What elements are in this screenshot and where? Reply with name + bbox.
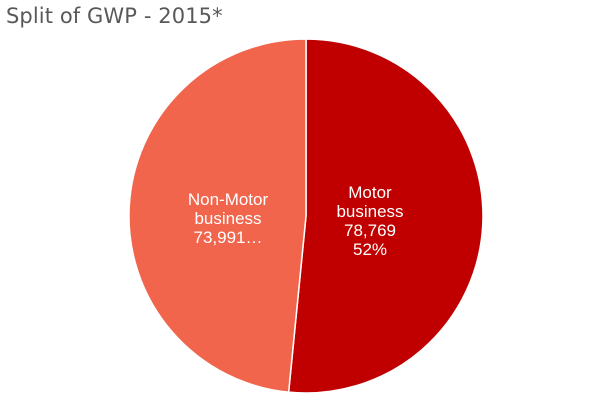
chart-title: Split of GWP - 2015* xyxy=(6,4,223,28)
pie-slice-motor-business xyxy=(287,38,484,394)
slice-label-line: Non-Motor xyxy=(188,190,269,209)
slice-label-line: business xyxy=(194,209,261,228)
slice-label-line: Motor xyxy=(348,183,392,202)
slice-label-line: 52% xyxy=(353,240,387,259)
slice-label-line: business xyxy=(336,202,403,221)
slice-label-line: 73,991… xyxy=(194,228,263,247)
slice-label-non-motor-business: Non-Motor business 73,991… xyxy=(188,190,269,247)
pie-slices xyxy=(128,38,484,394)
pie-labels: Motor business 78,769 52%Non-Motor business 7… xyxy=(188,183,404,259)
slice-label-motor-business: Motor business 78,769 52% xyxy=(336,183,403,259)
slice-label-line: 78,769 xyxy=(344,221,396,240)
pie-slice-non-motor-business xyxy=(128,38,307,393)
